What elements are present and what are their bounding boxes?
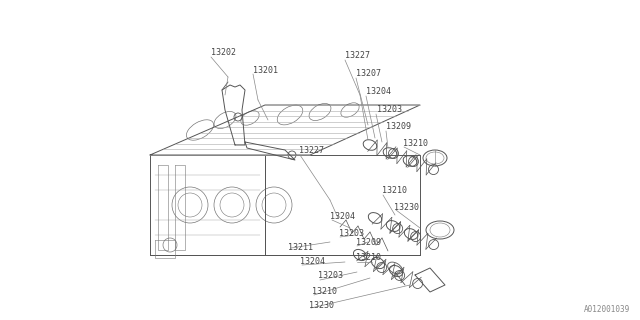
Text: 13210: 13210: [312, 286, 337, 295]
Text: 13210: 13210: [356, 253, 381, 262]
Text: 13209: 13209: [386, 122, 411, 131]
Text: A012001039: A012001039: [584, 305, 630, 314]
Text: 13207: 13207: [356, 68, 381, 77]
Text: 13227: 13227: [299, 146, 324, 155]
Text: 13210: 13210: [382, 186, 407, 195]
Text: 13211: 13211: [288, 243, 313, 252]
Text: 13227: 13227: [345, 51, 370, 60]
Text: 13204: 13204: [330, 212, 355, 220]
Text: 13204: 13204: [366, 86, 391, 95]
Text: 13201: 13201: [253, 66, 278, 75]
Text: 13203: 13203: [339, 228, 364, 237]
Text: 13203: 13203: [318, 271, 343, 281]
Text: 13203: 13203: [377, 105, 402, 114]
Text: 13210: 13210: [403, 139, 428, 148]
Text: 13230: 13230: [394, 203, 419, 212]
Text: 13230: 13230: [309, 301, 334, 310]
Text: 13204: 13204: [300, 257, 325, 266]
Text: 13209: 13209: [356, 237, 381, 246]
Text: 13202: 13202: [211, 47, 236, 57]
